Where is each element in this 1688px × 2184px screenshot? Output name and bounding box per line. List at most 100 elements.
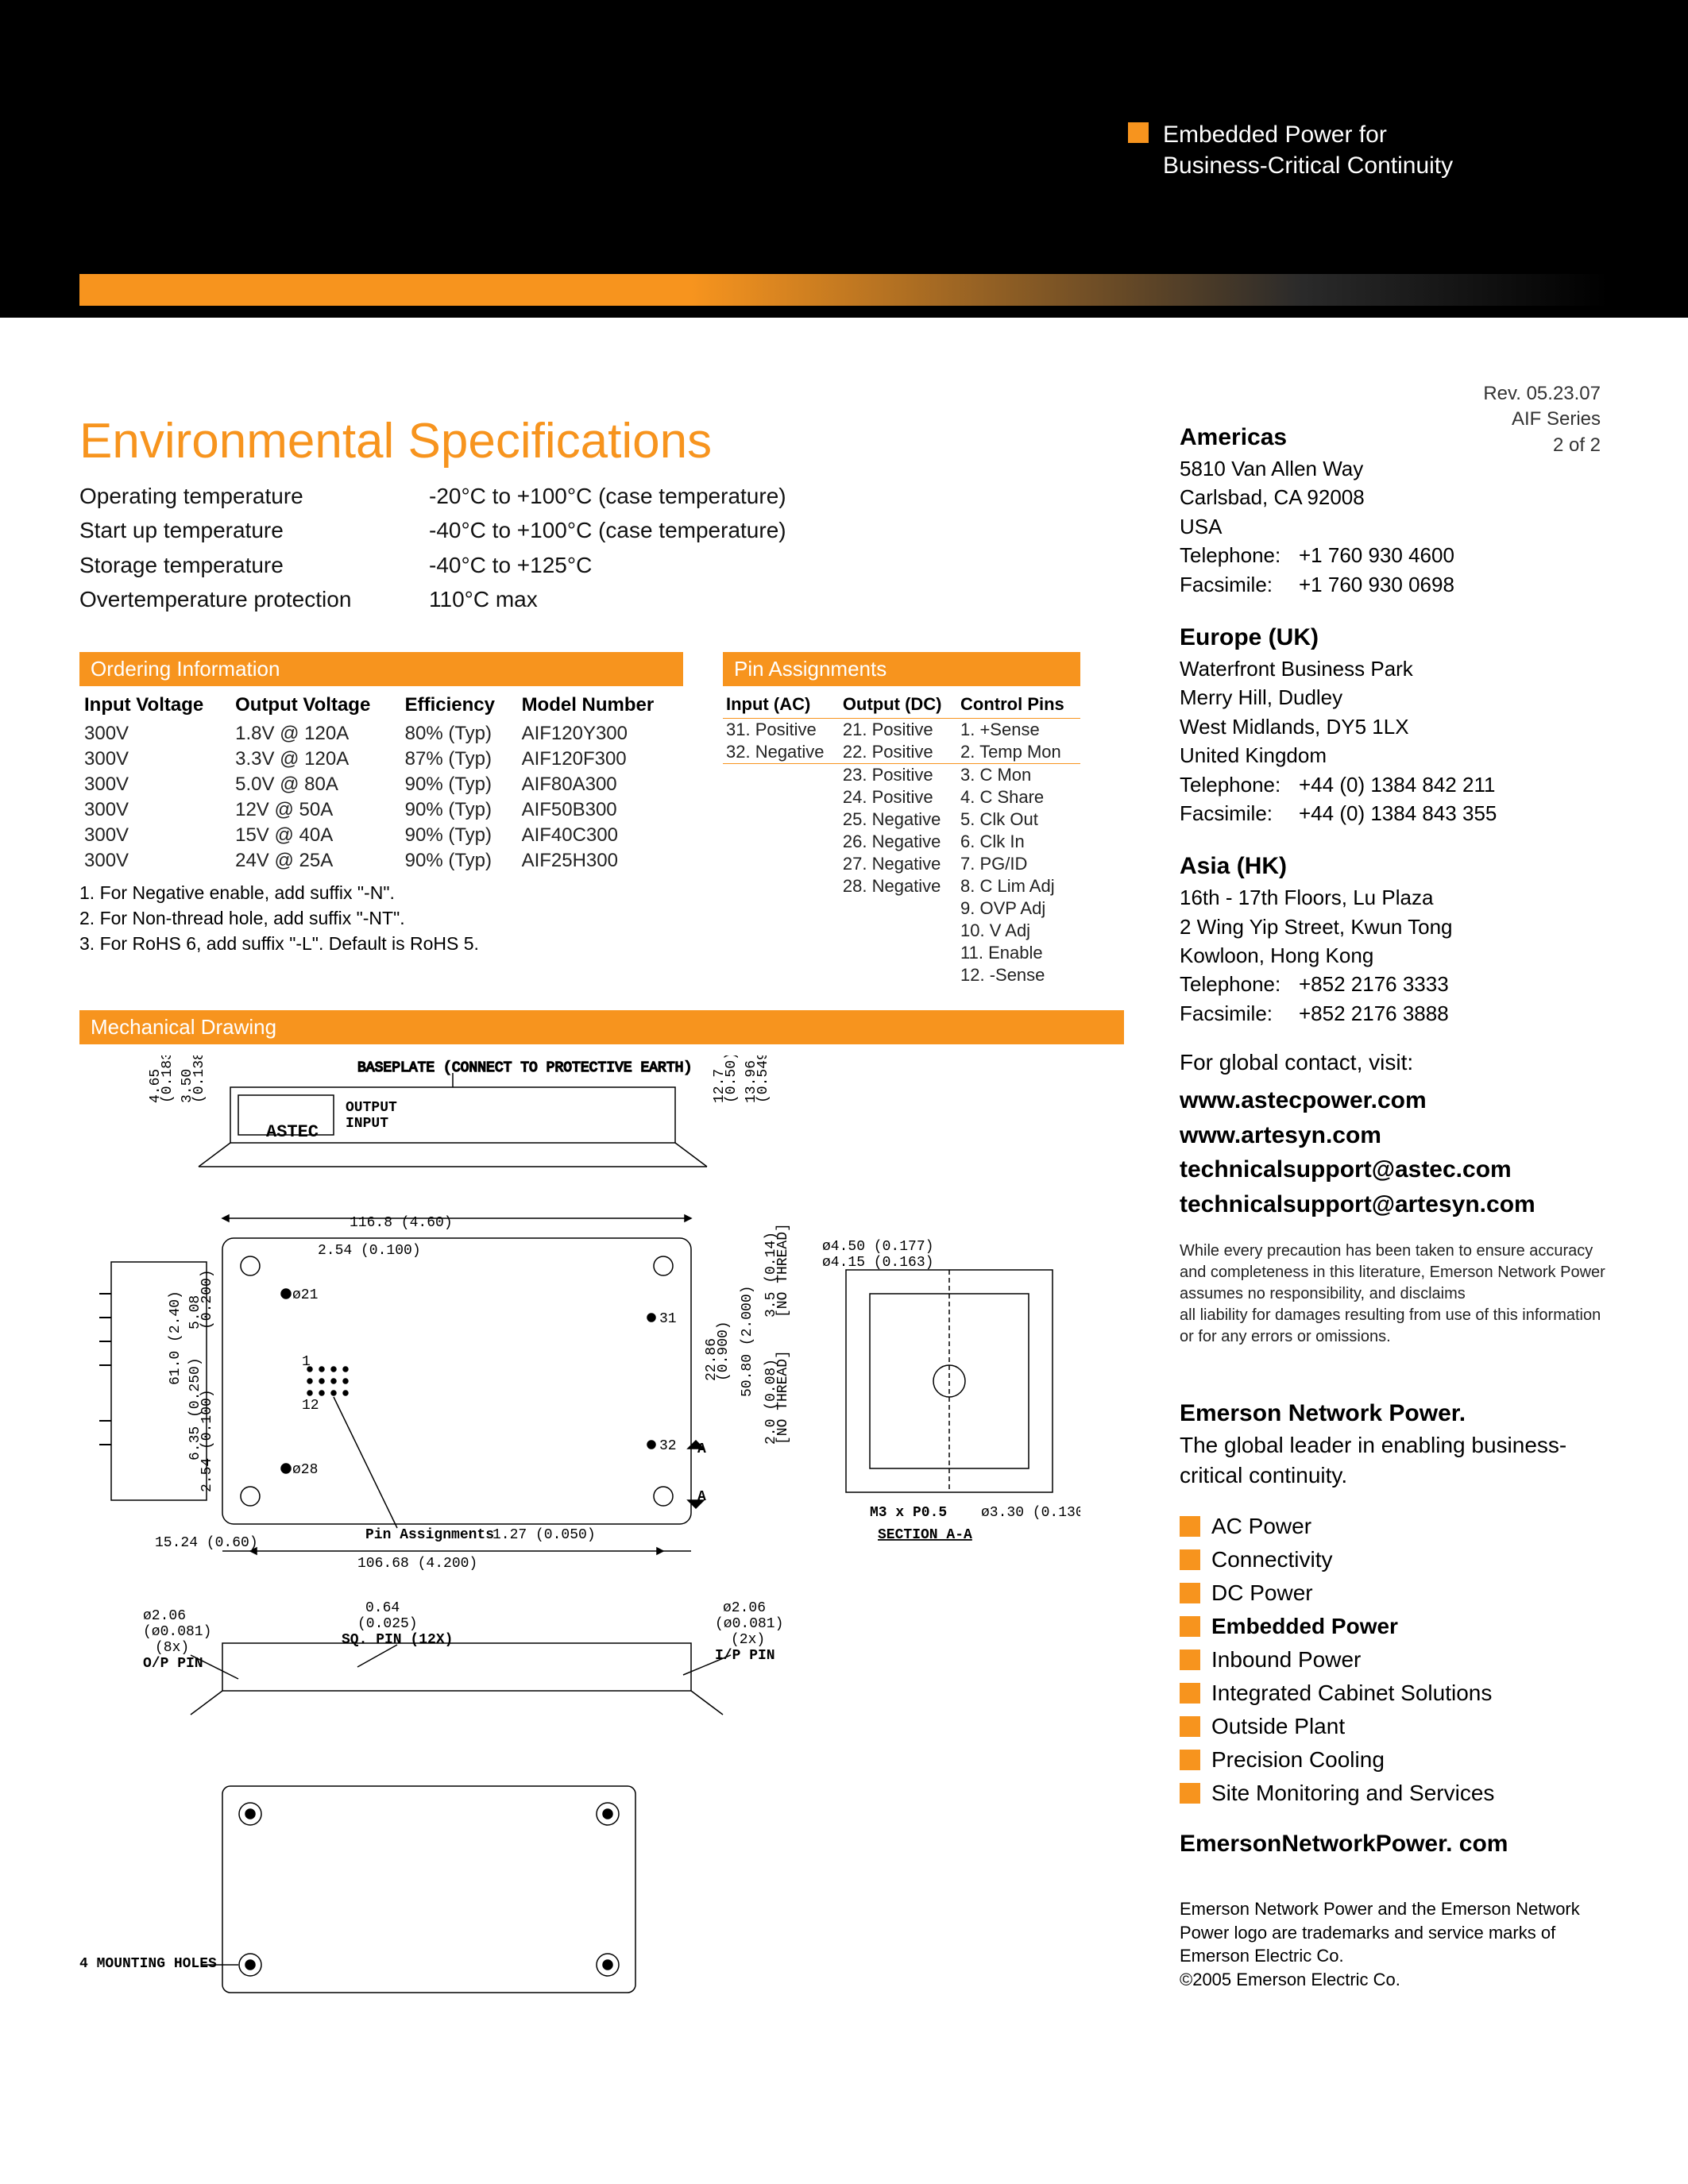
europe-fax: +44 (0) 1384 843 355	[1299, 799, 1497, 828]
service-label: AC Power	[1211, 1514, 1311, 1539]
svg-text:2.54 (0.100): 2.54 (0.100)	[318, 1243, 421, 1259]
rev-date: Rev. 05.23.07	[1483, 381, 1601, 407]
ordering-info-section: Ordering Information Input VoltageOutput…	[79, 652, 683, 957]
trademark: Emerson Network Power and the Emerson Ne…	[1180, 1897, 1609, 1992]
fax-label: Facsimile:	[1180, 570, 1299, 599]
left-column: Environmental Specifications Operating t…	[79, 413, 1124, 2136]
svg-text:Pin Assignments: Pin Assignments	[365, 1527, 494, 1543]
service-item: Inbound Power	[1180, 1643, 1609, 1677]
service-item: Embedded Power	[1180, 1610, 1609, 1643]
bullet-icon	[1180, 1716, 1200, 1737]
tagline: Embedded Power for Business-Critical Con…	[1128, 119, 1453, 181]
order-note: 2. For Non-thread hole, add suffix "-NT"…	[79, 905, 683, 931]
contact-link[interactable]: technicalsupport@astec.com	[1180, 1152, 1609, 1187]
service-label: Integrated Cabinet Solutions	[1211, 1680, 1492, 1706]
svg-text:(ø0.081): (ø0.081)	[715, 1616, 783, 1632]
pin-col: Control Pins	[957, 686, 1080, 719]
table-row: 300V12V @ 50A90% (Typ)AIF50B300	[79, 797, 683, 823]
svg-text:(2x): (2x)	[731, 1632, 765, 1648]
svg-text:O/P PIN: O/P PIN	[143, 1656, 203, 1672]
svg-text:(0.183): (0.183)	[160, 1055, 176, 1103]
svg-text:1: 1	[302, 1354, 311, 1370]
enp-url: EmersonNetworkPower. com	[1180, 1831, 1609, 1858]
addr-line: United Kingdom	[1180, 741, 1609, 770]
env-key: Operating temperature	[79, 479, 429, 513]
table-row: 9. OVP Adj	[723, 897, 1080, 920]
americas-title: Americas	[1180, 421, 1609, 454]
env-val: 110°C max	[429, 582, 538, 616]
bullet-icon	[1180, 1750, 1200, 1770]
contact-link[interactable]: technicalsupport@artesyn.com	[1180, 1187, 1609, 1222]
svg-text:1.27 (0.050): 1.27 (0.050)	[492, 1527, 596, 1543]
svg-text:[NO THREAD]: [NO THREAD]	[775, 1350, 791, 1445]
order-col: Input Voltage	[79, 686, 230, 721]
svg-text:12: 12	[302, 1398, 319, 1414]
europe-title: Europe (UK)	[1180, 621, 1609, 654]
addr-line: West Midlands, DY5 1LX	[1180, 712, 1609, 741]
contact-links: www.astecpower.comwww.artesyn.comtechnic…	[1180, 1083, 1609, 1221]
svg-text:ASTEC: ASTEC	[266, 1122, 319, 1142]
service-label: Precision Cooling	[1211, 1747, 1385, 1773]
svg-text:(0.138): (0.138)	[191, 1055, 207, 1103]
table-row: 25. Negative5. Clk Out	[723, 808, 1080, 831]
table-row: 24. Positive4. C Share	[723, 786, 1080, 808]
bullet-icon	[1180, 1650, 1200, 1670]
pins-heading: Pin Assignments	[723, 652, 1080, 686]
svg-text:(0.50): (0.50)	[724, 1055, 740, 1103]
contact-americas: Americas 5810 Van Allen WayCarlsbad, CA …	[1180, 421, 1609, 599]
bullet-icon	[1180, 1516, 1200, 1537]
addr-line: Merry Hill, Dudley	[1180, 683, 1609, 712]
contact-link[interactable]: www.astecpower.com	[1180, 1083, 1609, 1118]
bullet-icon	[1180, 1583, 1200, 1603]
addr-line: Kowloon, Hong Kong	[1180, 941, 1609, 970]
service-label: Site Monitoring and Services	[1211, 1781, 1494, 1806]
table-row: 26. Negative6. Clk In	[723, 831, 1080, 853]
americas-fax: +1 760 930 0698	[1299, 570, 1454, 599]
addr-line: Waterfront Business Park	[1180, 654, 1609, 683]
table-row: 300V24V @ 25A90% (Typ)AIF25H300	[79, 848, 683, 874]
env-key: Overtemperature protection	[79, 582, 429, 616]
svg-text:31: 31	[659, 1311, 677, 1327]
svg-text:15.24 (0.60): 15.24 (0.60)	[155, 1535, 258, 1551]
pin-col: Output (DC)	[840, 686, 957, 719]
addr-line: 5810 Van Allen Way	[1180, 454, 1609, 483]
table-row: 10. V Adj	[723, 920, 1080, 942]
svg-text:106.68 (4.200): 106.68 (4.200)	[357, 1556, 477, 1572]
contact-europe: Europe (UK) Waterfront Business ParkMerr…	[1180, 621, 1609, 828]
bullet-icon	[1180, 1783, 1200, 1804]
table-row: 28. Negative8. C Lim Adj	[723, 875, 1080, 897]
tagline-text: Embedded Power for Business-Critical Con…	[1163, 119, 1453, 181]
global-contact: For global contact, visit:	[1180, 1050, 1609, 1075]
env-key: Storage temperature	[79, 548, 429, 582]
svg-text:116.8 (4.60): 116.8 (4.60)	[350, 1215, 453, 1231]
table-row: 300V1.8V @ 120A80% (Typ)AIF120Y300	[79, 721, 683, 747]
pins-table: Input (AC)Output (DC)Control Pins 31. Po…	[723, 686, 1080, 986]
service-item: Site Monitoring and Services	[1180, 1777, 1609, 1810]
svg-text:INPUT: INPUT	[346, 1116, 388, 1132]
svg-text:ø21: ø21	[292, 1287, 318, 1303]
mech-svg: BASEPLATE (CONNECT TO PROTECTIVE EARTH) …	[79, 1055, 1080, 2001]
svg-text:(8x): (8x)	[155, 1640, 189, 1656]
asia-fax: +852 2176 3888	[1299, 999, 1449, 1028]
svg-text:4 MOUNTING HOLES: 4 MOUNTING HOLES	[79, 1956, 217, 1972]
addr-line: 16th - 17th Floors, Lu Plaza	[1180, 883, 1609, 912]
tel-label: Telephone:	[1180, 541, 1299, 569]
americas-tel: +1 760 930 4600	[1299, 541, 1454, 569]
bullet-icon	[1180, 1616, 1200, 1637]
env-val: -20°C to +100°C (case temperature)	[429, 479, 786, 513]
order-col: Output Voltage	[230, 686, 400, 721]
pin-col: Input (AC)	[723, 686, 840, 719]
service-label: Inbound Power	[1211, 1647, 1361, 1673]
page-title: Environmental Specifications	[79, 413, 1124, 469]
svg-text:[NO THREAD]: [NO THREAD]	[775, 1223, 791, 1318]
service-item: Outside Plant	[1180, 1710, 1609, 1743]
svg-text:(0.025): (0.025)	[357, 1616, 418, 1632]
table-row: 32. Negative22. Positive2. Temp Mon	[723, 741, 1080, 764]
contact-link[interactable]: www.artesyn.com	[1180, 1118, 1609, 1153]
asia-title: Asia (HK)	[1180, 850, 1609, 883]
svg-text:(0.900): (0.900)	[716, 1321, 732, 1381]
ordering-table: Input VoltageOutput VoltageEfficiencyMod…	[79, 686, 683, 874]
svg-text:OUTPUT: OUTPUT	[346, 1100, 397, 1116]
service-item: AC Power	[1180, 1510, 1609, 1543]
ordering-notes: 1. For Negative enable, add suffix "-N".…	[79, 880, 683, 957]
